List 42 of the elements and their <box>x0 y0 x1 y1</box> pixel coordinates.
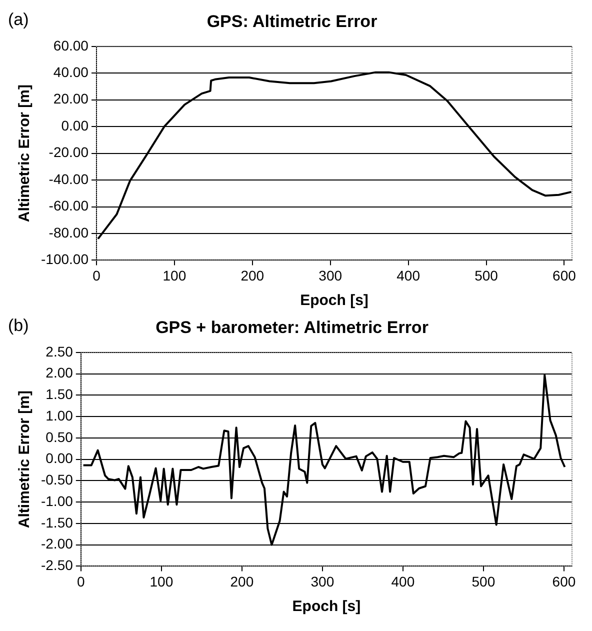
y-tick-label: 2.00 <box>46 364 74 381</box>
y-tick-label: 20.00 <box>53 90 89 107</box>
y-tick-label: 1.00 <box>46 407 74 424</box>
chart-title: GPS + barometer: Altimetric Error <box>156 318 429 337</box>
y-tick-label: 0.50 <box>46 428 74 445</box>
y-tick-label: -1.00 <box>40 492 74 509</box>
y-tick-label: -40.00 <box>48 170 89 187</box>
y-tick-label: 1.50 <box>46 386 74 402</box>
x-tick-label: 100 <box>162 267 186 284</box>
y-tick-label: -80.00 <box>48 224 89 240</box>
x-tick-label: 300 <box>310 573 334 590</box>
x-tick-label: 200 <box>240 267 264 284</box>
y-tick-label: -0.50 <box>40 472 74 488</box>
x-tick-label: 100 <box>150 573 174 590</box>
x-tick-label: 0 <box>92 267 101 284</box>
x-tick-label: 400 <box>396 267 420 284</box>
y-tick-label: 2.50 <box>46 343 74 360</box>
y-axis-title: Altimetric Error [m] <box>16 390 34 528</box>
y-tick-label: -20.00 <box>48 144 89 160</box>
chart-title: GPS: Altimetric Error <box>206 12 378 31</box>
y-tick-label: 60.00 <box>53 37 89 54</box>
x-tick-label: 500 <box>472 573 496 590</box>
text: (b) <box>8 316 29 336</box>
x-tick-label: 500 <box>474 267 498 284</box>
y-tick-label: -2.00 <box>40 536 74 552</box>
y-axis-title: Altimetric Error [m] <box>16 84 34 222</box>
x-tick-label: 400 <box>391 573 415 590</box>
y-tick-label: -2.50 <box>40 557 74 574</box>
y-tick-label: -1.50 <box>40 514 74 530</box>
text: (a) <box>8 10 29 30</box>
y-tick-label: 0.00 <box>46 450 74 466</box>
x-axis-title: Epoch [s] <box>300 292 368 310</box>
x-tick-label: 0 <box>77 573 86 590</box>
y-tick-label: -60.00 <box>48 198 89 214</box>
x-tick-label: 600 <box>552 573 576 590</box>
x-tick-label: 600 <box>552 267 576 284</box>
y-tick-label: 40.00 <box>53 64 89 80</box>
x-axis-title: Epoch [s] <box>292 598 361 616</box>
y-tick-label: 0.00 <box>61 117 89 134</box>
y-tick-label: -100.00 <box>41 251 89 268</box>
x-tick-label: 300 <box>318 267 342 284</box>
x-tick-label: 200 <box>230 573 254 590</box>
